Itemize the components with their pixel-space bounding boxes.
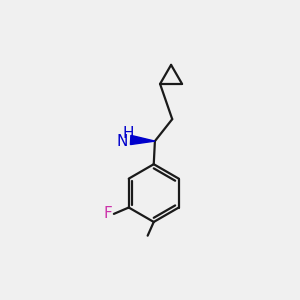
Polygon shape bbox=[130, 135, 155, 145]
Text: H: H bbox=[122, 126, 134, 141]
Text: F: F bbox=[103, 206, 112, 221]
Text: N: N bbox=[116, 134, 128, 148]
